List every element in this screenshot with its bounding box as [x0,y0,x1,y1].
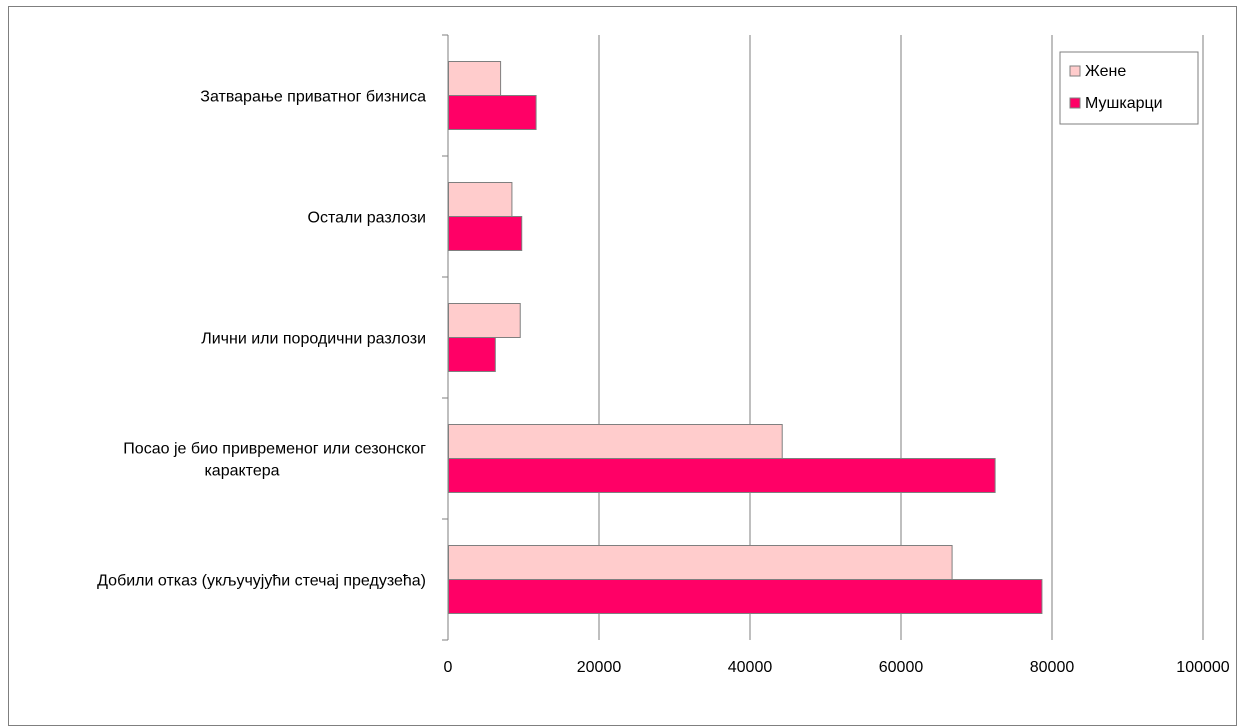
legend: Жене Мушкарци [1059,51,1199,125]
legend-label: Мушкарци [1085,95,1163,112]
x-tick-label: 80000 [1030,659,1075,676]
x-tick-label: 60000 [879,659,924,676]
category-label: Посао је био привременог или сезонског [123,441,426,458]
bar-mushkarci [448,337,496,372]
bar-chart: Затварање приватног бизниса Остали разлоз… [97,34,1230,676]
bar-mushkarci [448,95,537,130]
category-label: Затварање приватног бизниса [200,89,426,106]
bar-zhene [448,303,521,338]
category-label: Лични или породични разлози [201,331,426,348]
x-tick-label: 100000 [1176,659,1229,676]
category-axis [442,34,449,641]
category-label: карактера [204,463,279,480]
x-tick-label: 20000 [577,659,622,676]
legend-label: Жене [1085,63,1126,80]
bar-zhene [448,182,513,217]
bar-mushkarci [448,579,1043,614]
legend-swatch [1069,65,1081,77]
bar-zhene [448,545,953,580]
category-label: Добили отказ (укључујући стечај предузећ… [97,573,426,590]
category-label: Остали разлози [308,210,427,227]
bar-zhene [448,424,783,459]
gridlines [598,35,1204,640]
category-labels: Затварање приватног бизниса Остали разлоз… [97,89,426,590]
bars [448,61,1043,614]
x-tick-labels: 0 20000 40000 60000 80000 100000 [444,659,1230,676]
bar-mushkarci [448,216,523,251]
legend-swatch [1069,97,1081,109]
legend-box [1059,51,1199,125]
bar-zhene [448,61,502,96]
bar-mushkarci [448,458,996,493]
x-tick-label: 0 [444,659,453,676]
x-tick-label: 40000 [728,659,773,676]
